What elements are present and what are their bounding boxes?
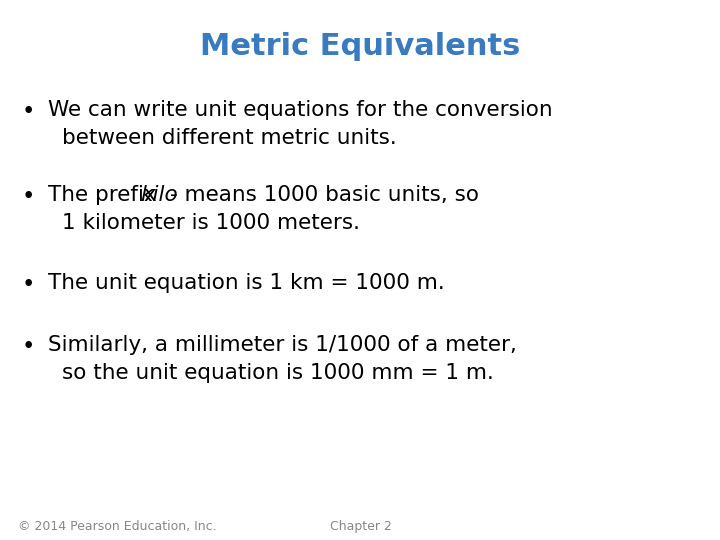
Text: kilo: kilo (140, 185, 178, 205)
Text: between different metric units.: between different metric units. (62, 128, 397, 148)
Text: Similarly, a millimeter is 1/1000 of a meter,: Similarly, a millimeter is 1/1000 of a m… (48, 335, 517, 355)
Text: •: • (22, 100, 35, 123)
Text: © 2014 Pearson Education, Inc.: © 2014 Pearson Education, Inc. (18, 520, 217, 533)
Text: We can write unit equations for the conversion: We can write unit equations for the conv… (48, 100, 553, 120)
Text: so the unit equation is 1000 mm = 1 m.: so the unit equation is 1000 mm = 1 m. (62, 363, 494, 383)
Text: •: • (22, 335, 35, 358)
Text: •: • (22, 185, 35, 208)
Text: - means 1000 basic units, so: - means 1000 basic units, so (171, 185, 480, 205)
Text: Metric Equivalents: Metric Equivalents (200, 32, 520, 61)
Text: •: • (22, 273, 35, 296)
Text: The prefix: The prefix (48, 185, 163, 205)
Text: 1 kilometer is 1000 meters.: 1 kilometer is 1000 meters. (62, 213, 360, 233)
Text: Chapter 2: Chapter 2 (330, 520, 392, 533)
Text: The unit equation is 1 km = 1000 m.: The unit equation is 1 km = 1000 m. (48, 273, 445, 293)
